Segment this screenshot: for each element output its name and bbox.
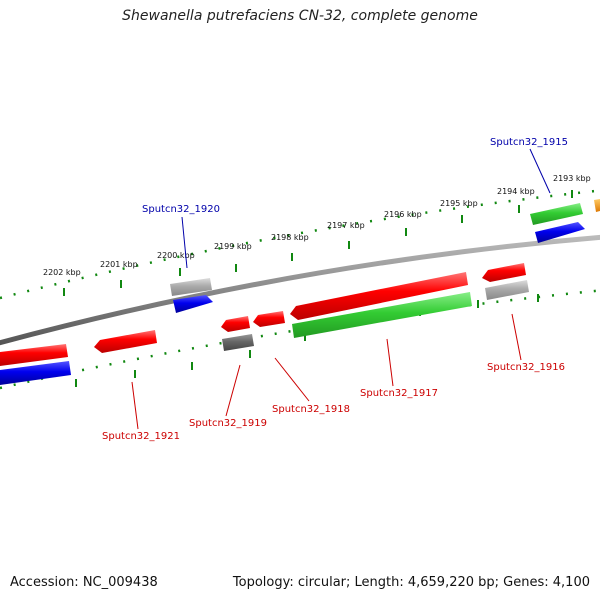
gene-label-1918[interactable]: Sputcn32_1918 (272, 404, 350, 415)
gene-sputcn32-1917[interactable] (290, 272, 468, 320)
map-title: Shewanella putrefaciens CN-32, complete … (122, 8, 478, 24)
leader-1921 (131, 381, 139, 430)
gene-blue-feature[interactable] (173, 295, 213, 313)
gene-sputcn32-1916[interactable] (482, 263, 526, 282)
tick-label: 2201 kbp (100, 260, 138, 269)
leader-1917 (386, 338, 394, 387)
tick-label: 2196 kbp (384, 210, 422, 219)
gene-grey-feature[interactable] (485, 280, 529, 300)
gene-sputcn32-1921[interactable] (94, 330, 157, 353)
inner-scale-track (0, 289, 600, 390)
gene-sputcn32-1918[interactable] (253, 311, 285, 327)
gene-label-1919[interactable]: Sputcn32_1919 (189, 418, 267, 429)
gene-sputcn32-1915[interactable] (530, 203, 583, 225)
label-leaders (131, 148, 551, 430)
gene-sputcn32-1919[interactable] (221, 316, 250, 332)
accession-text: Accession: NC_009438 (10, 575, 158, 590)
outer-scale-track (0, 189, 600, 300)
tick-label: 2193 kbp (553, 174, 591, 183)
gene-labels: Sputcn32_1915 Sputcn32_1916 Sputcn32_191… (102, 137, 568, 442)
gene-label-1917[interactable]: Sputcn32_1917 (360, 388, 438, 399)
tick-label: 2197 kbp (327, 221, 365, 230)
gene-red-feature[interactable] (0, 344, 68, 366)
leader-1919 (225, 364, 241, 417)
tick-label: 2202 kbp (43, 268, 81, 277)
gene-features (0, 199, 600, 385)
gene-sputcn32-1920[interactable] (170, 278, 212, 296)
gene-label-1921[interactable]: Sputcn32_1921 (102, 431, 180, 442)
scale-tick-labels: 2193 kbp 2194 kbp 2195 kbp 2196 kbp 2197… (43, 174, 591, 277)
genome-backbone (0, 234, 600, 346)
gene-orange-feature[interactable] (594, 199, 600, 212)
scale-ticks (63, 190, 573, 387)
gene-dark-feature[interactable] (222, 334, 254, 351)
leader-1918 (274, 357, 310, 402)
gene-green-feature[interactable] (292, 292, 472, 338)
gene-blue-feature[interactable] (0, 361, 71, 385)
gene-label-1920[interactable]: Sputcn32_1920 (142, 204, 220, 215)
tick-label: 2194 kbp (497, 187, 535, 196)
gene-label-1915[interactable]: Sputcn32_1915 (490, 137, 568, 148)
leader-1916 (511, 313, 522, 361)
tick-label: 2200 kbp (157, 251, 195, 260)
genome-summary-text: Topology: circular; Length: 4,659,220 bp… (232, 575, 590, 590)
tick-label: 2199 kbp (214, 242, 252, 251)
tick-label: 2195 kbp (440, 199, 478, 208)
leader-1915 (529, 148, 551, 194)
gene-blue-feature[interactable] (535, 222, 585, 243)
gene-label-1916[interactable]: Sputcn32_1916 (487, 362, 565, 373)
tick-label: 2198 kbp (271, 233, 309, 242)
leader-1920 (181, 216, 188, 269)
